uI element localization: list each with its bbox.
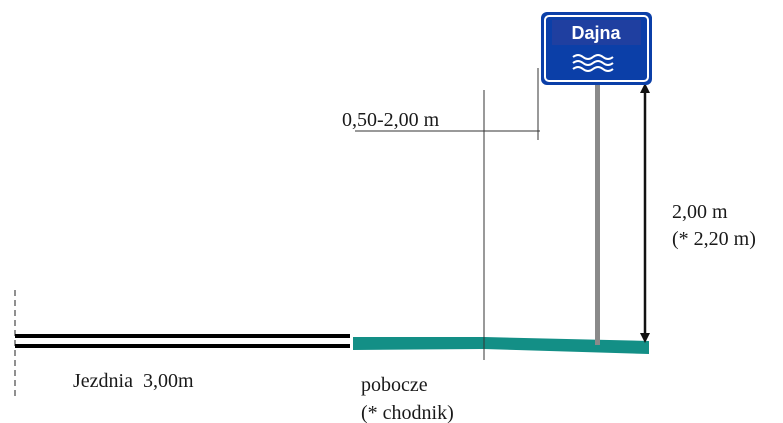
road-sign: Dajna (541, 12, 652, 85)
shoulder-surface (353, 337, 649, 354)
sign-post (595, 85, 600, 345)
shoulder-label-line1: pobocze (361, 374, 428, 396)
shoulder-label-line2: (* chodnik) (361, 402, 454, 423)
roadway-surface (15, 334, 350, 348)
roadway-label: Jezdnia 3,00m (73, 370, 194, 392)
height-label-line1: 2,00 m (672, 201, 728, 223)
height-label-line2: (* 2,20 m) (672, 228, 756, 250)
water-waves-icon (572, 54, 614, 72)
sign-name-text: Dajna (571, 23, 621, 43)
offset-label: 0,50-2,00 m (342, 109, 440, 131)
